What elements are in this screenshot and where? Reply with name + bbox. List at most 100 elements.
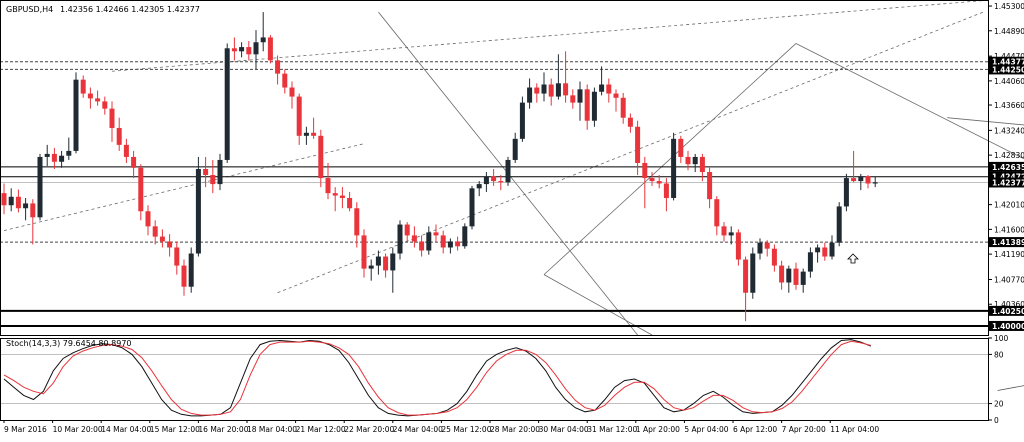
candle-body[interactable]: [30, 203, 36, 218]
candle-body[interactable]: [332, 193, 338, 196]
candle-body[interactable]: [764, 242, 770, 249]
candle-body[interactable]: [663, 183, 669, 198]
candle-body[interactable]: [239, 47, 245, 52]
candle-body[interactable]: [476, 184, 482, 189]
candle-body[interactable]: [325, 178, 331, 194]
candle-body[interactable]: [635, 126, 641, 163]
candle-body[interactable]: [800, 271, 806, 285]
candle-body[interactable]: [426, 232, 432, 251]
candle-body[interactable]: [433, 232, 439, 236]
candle-body[interactable]: [404, 224, 410, 236]
candle-body[interactable]: [318, 135, 324, 179]
candle-body[interactable]: [613, 93, 619, 98]
candle-body[interactable]: [447, 241, 453, 248]
candle-body[interactable]: [44, 153, 50, 157]
candle-body[interactable]: [649, 178, 655, 182]
candle-body[interactable]: [642, 162, 648, 179]
candle-body[interactable]: [188, 253, 194, 287]
candle-body[interactable]: [807, 252, 813, 272]
candle-body[interactable]: [203, 169, 209, 176]
candle-body[interactable]: [771, 248, 777, 266]
candle-body[interactable]: [455, 241, 461, 247]
trend-line[interactable]: [947, 117, 1024, 150]
candle-body[interactable]: [606, 84, 612, 94]
candle-body[interactable]: [505, 159, 511, 183]
candle-body[interactable]: [656, 181, 662, 184]
candle-body[interactable]: [311, 132, 317, 136]
candle-body[interactable]: [217, 159, 223, 185]
candle-body[interactable]: [383, 256, 389, 271]
candle-body[interactable]: [419, 241, 425, 251]
candle-body[interactable]: [534, 87, 540, 94]
candle-body[interactable]: [491, 176, 497, 182]
candle-body[interactable]: [599, 84, 605, 92]
candle-body[interactable]: [591, 91, 597, 121]
candle-body[interactable]: [51, 153, 57, 162]
candle-body[interactable]: [671, 138, 677, 198]
candle-body[interactable]: [570, 95, 576, 103]
candle-body[interactable]: [8, 196, 14, 206]
candle-body[interactable]: [296, 96, 302, 136]
candle-body[interactable]: [102, 101, 108, 109]
candle-body[interactable]: [779, 265, 785, 283]
candle-body[interactable]: [627, 117, 633, 127]
candle-body[interactable]: [131, 156, 137, 168]
candle-body[interactable]: [512, 138, 518, 160]
candle-body[interactable]: [829, 242, 835, 257]
candle-body[interactable]: [210, 175, 216, 185]
candle-body[interactable]: [469, 188, 475, 227]
candle-body[interactable]: [289, 87, 295, 97]
candle-body[interactable]: [361, 235, 367, 269]
candle-body[interactable]: [73, 79, 79, 151]
candle-body[interactable]: [375, 256, 381, 266]
candle-body[interactable]: [527, 87, 533, 103]
candle-body[interactable]: [347, 197, 353, 209]
candle-body[interactable]: [368, 265, 374, 269]
candle-body[interactable]: [440, 235, 446, 248]
candle-body[interactable]: [80, 79, 86, 94]
candle-body[interactable]: [159, 236, 165, 242]
trend-line[interactable]: [277, 11, 984, 294]
trend-line[interactable]: [111, 0, 991, 72]
candle-body[interactable]: [59, 155, 65, 162]
candle-body[interactable]: [123, 144, 129, 157]
stoch-signal-line[interactable]: [3, 340, 871, 416]
trend-line[interactable]: [543, 274, 653, 336]
candle-body[interactable]: [15, 196, 21, 209]
trend-line[interactable]: [795, 43, 1024, 335]
candle-body[interactable]: [548, 84, 554, 97]
candle-body[interactable]: [865, 176, 871, 184]
candle-body[interactable]: [303, 132, 309, 136]
candle-body[interactable]: [793, 268, 799, 285]
trend-line[interactable]: [543, 43, 797, 275]
candle-body[interactable]: [282, 73, 288, 88]
candle-body[interactable]: [577, 89, 583, 103]
candle-body[interactable]: [685, 156, 691, 165]
candle-body[interactable]: [152, 226, 158, 237]
candle-body[interactable]: [95, 98, 101, 102]
candle-body[interactable]: [167, 241, 173, 248]
candle-body[interactable]: [397, 224, 403, 254]
candle-body[interactable]: [339, 195, 345, 198]
candle-body[interactable]: [858, 176, 864, 182]
candle-body[interactable]: [411, 235, 417, 242]
candle-body[interactable]: [836, 206, 842, 243]
candle-body[interactable]: [37, 156, 43, 218]
candle-body[interactable]: [541, 84, 547, 94]
candle-body[interactable]: [692, 156, 698, 165]
candle-body[interactable]: [253, 42, 259, 55]
candle-body[interactable]: [555, 83, 561, 97]
candle-body[interactable]: [195, 169, 201, 254]
candle-body[interactable]: [145, 211, 151, 227]
candle-body[interactable]: [678, 138, 684, 157]
candle-body[interactable]: [815, 247, 821, 253]
candle-body[interactable]: [462, 226, 468, 247]
candle-body[interactable]: [1, 193, 7, 206]
candle-body[interactable]: [174, 247, 180, 266]
candle-body[interactable]: [224, 48, 230, 160]
candle-body[interactable]: [354, 208, 360, 236]
candle-body[interactable]: [138, 167, 144, 212]
candle-body[interactable]: [109, 108, 115, 128]
